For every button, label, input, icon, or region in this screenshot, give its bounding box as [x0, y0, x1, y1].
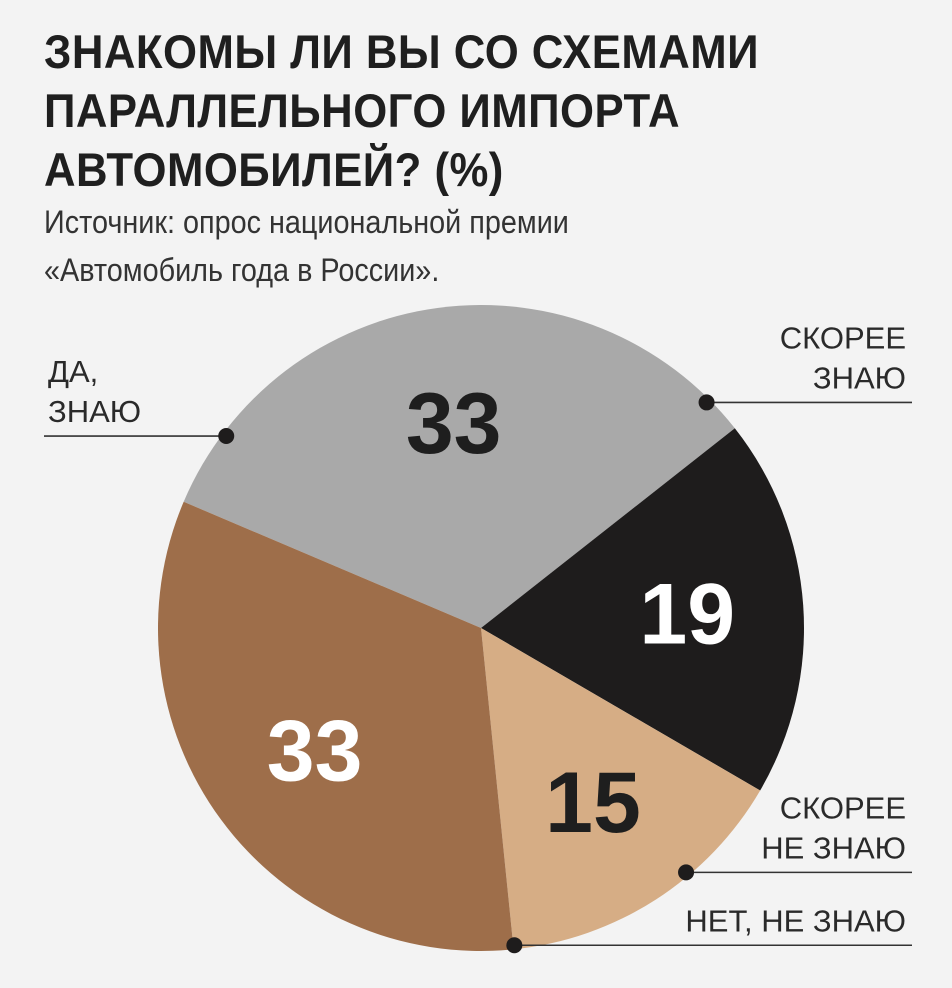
callout-dot-2 — [678, 864, 695, 881]
category-label-1-line-1: СКОРЕЕ — [780, 320, 906, 355]
subtitle-line-2: «Автомобиль года в России». — [44, 252, 440, 288]
callout-dot-1 — [698, 394, 715, 411]
category-label-4-line-1: ДА, — [48, 354, 98, 389]
category-label-2-line-2: НЕ ЗНАЮ — [761, 830, 906, 865]
callout-dot-3 — [506, 937, 523, 954]
pie-slice-4 — [157, 501, 514, 951]
pie-slice-2 — [481, 428, 804, 791]
chart-title-line-3: АВТОМОБИЛЕЙ? (%) — [44, 143, 504, 196]
slice-value-label-2: 19 — [639, 567, 735, 663]
slice-value-label-3: 15 — [545, 755, 641, 851]
pie-callouts: СКОРЕЕ ЗНАЮ СКОРЕЕ НЕ ЗНАЮ НЕТ, НЕ ЗНАЮ ДА, ЗН… — [44, 320, 912, 954]
pie-slices — [157, 305, 804, 951]
category-label-3-line-1: НЕТ, НЕ ЗНАЮ — [685, 903, 906, 938]
chart-title-line-2: ПАРАЛЛЕЛЬНОГО ИМПОРТА — [44, 84, 680, 137]
slice-value-label-1: 33 — [406, 376, 502, 472]
category-label-4-line-2: ЗНАЮ — [48, 394, 141, 429]
callout-dot-4 — [218, 428, 235, 445]
pie-value-labels: 33 19 15 33 — [267, 376, 735, 851]
category-label-2-line-1: СКОРЕЕ — [780, 790, 906, 825]
slice-value-label-4: 33 — [267, 704, 363, 800]
pie-slice-1 — [183, 305, 735, 628]
subtitle-line-1: Источник: опрос национальной премии — [44, 204, 569, 240]
chart-title: ЗНАКОМЫ ЛИ ВЫ СО СХЕМАМИ ПАРАЛЛЕЛЬНОГО И… — [44, 22, 862, 199]
chart-title-line-1: ЗНАКОМЫ ЛИ ВЫ СО СХЕМАМИ — [44, 25, 760, 78]
chart-subtitle: Источник: опрос национальной премии «Авт… — [44, 198, 836, 294]
category-label-1-line-2: ЗНАЮ — [813, 360, 906, 395]
